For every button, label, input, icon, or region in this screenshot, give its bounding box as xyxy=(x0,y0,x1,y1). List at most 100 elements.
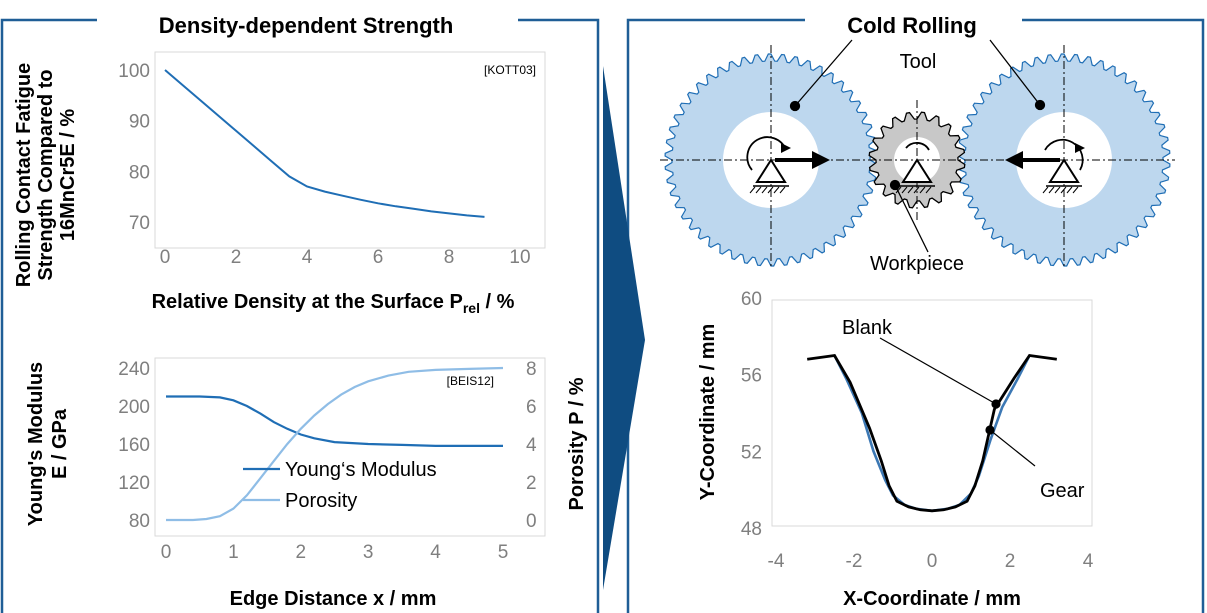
bearing-symbols xyxy=(749,158,1082,194)
bearing-hatch xyxy=(1072,186,1079,194)
rotation-arrow-workpiece xyxy=(905,141,930,151)
chart1-ylabel-line3: 16MnCr5E / % xyxy=(57,109,79,241)
chart2-ylabel-line1: Young's Modulus xyxy=(25,362,47,526)
chart2-ytick: 240 xyxy=(118,359,150,380)
chart1-xtick: 2 xyxy=(231,247,242,268)
chart3-plot-area xyxy=(771,299,1093,527)
chart2-xtick: 5 xyxy=(498,542,509,563)
bearing-hatch xyxy=(925,186,932,194)
chart1-ytick: 80 xyxy=(129,162,150,183)
chart1-xtick: 6 xyxy=(373,247,384,268)
chart3-xtick: 0 xyxy=(927,551,938,572)
chart3-label-blank: Blank xyxy=(842,317,893,339)
chart3-xtick: 2 xyxy=(1005,551,1016,572)
chart2-ytick: 80 xyxy=(129,511,150,532)
chart2-series-youngs-modulus xyxy=(166,395,503,447)
left-panel-frame: Density-dependent Strength xyxy=(0,13,600,613)
process-chevron-arrow xyxy=(603,66,645,590)
chart-fatigue-strength: [KOTT03] 0 2 4 6 8 10 70 80 90 100 Rolling Contac… xyxy=(13,51,546,316)
cold-rolling-schematic: Tool Workpiece xyxy=(660,39,1175,275)
bearing-hatch xyxy=(761,186,768,194)
chart2-xtick: 0 xyxy=(161,542,172,563)
chart2-series-porosity xyxy=(166,366,504,522)
chart2-ylabel-line2: E / GPa xyxy=(49,408,71,479)
bearing-hatch xyxy=(907,186,914,194)
feed-arrows xyxy=(775,151,1060,169)
bearing-hatch xyxy=(1060,186,1067,194)
chart1-ylabel: Rolling Contact Fatigue Strength Compare… xyxy=(13,63,79,287)
bearing-hatch xyxy=(1048,186,1055,194)
legend-label-porosity: Porosity xyxy=(285,490,357,512)
chart1-reference: [KOTT03] xyxy=(484,63,536,77)
chart3-xlabel: X-Coordinate / mm xyxy=(843,588,1021,610)
chart2-xlabel: Edge Distance x / mm xyxy=(230,588,437,610)
chart2-xtick: 4 xyxy=(430,542,441,563)
chart3-label-gear: Gear xyxy=(1040,480,1085,502)
chart1-ytick: 90 xyxy=(129,112,150,133)
chart2-xtick: 3 xyxy=(363,542,374,563)
bearing-hatch xyxy=(767,186,774,194)
chart3-xtick: -2 xyxy=(846,551,863,572)
chart2-ytick: 160 xyxy=(118,435,150,456)
chart1-xtick: 8 xyxy=(444,247,455,268)
bearing-hatch xyxy=(779,186,786,194)
rotation-arrows xyxy=(746,136,1085,171)
leader-lines xyxy=(789,39,1046,253)
bearing-triangle-icon xyxy=(901,158,933,183)
bearing-hatch xyxy=(895,186,902,194)
feed-arrow-right-icon xyxy=(812,151,830,169)
chart2-y2label: Porosity P / % xyxy=(566,377,588,510)
rotation-arrow-left xyxy=(746,136,787,171)
chart3-xtick: 4 xyxy=(1083,551,1094,572)
bearing-hatch xyxy=(1042,186,1049,194)
label-workpiece: Workpiece xyxy=(870,253,964,275)
bearing-triangle-icon xyxy=(755,158,787,183)
chart1-ylabel-line2: Strength Compared to xyxy=(35,69,57,280)
chart1-ylabel-line1: Rolling Contact Fatigue xyxy=(13,63,35,287)
chart2-xtick: 2 xyxy=(296,542,307,563)
chart1-xtick: 0 xyxy=(160,247,171,268)
chart2-y2tick: 0 xyxy=(526,511,537,532)
chart2-ylabel: Young's Modulus E / GPa xyxy=(25,362,71,526)
chart3-series-blank xyxy=(807,353,1057,513)
chart2-reference: [BEIS12] xyxy=(447,374,494,388)
chart2-xtick: 1 xyxy=(228,542,239,563)
chart3-xtick: -4 xyxy=(768,551,785,572)
chart3-ylabel: Y-Coordinate / mm xyxy=(697,324,719,501)
chart1-xlabel: Relative Density at the Surface Prel / % xyxy=(152,291,515,316)
chart2-y2tick: 6 xyxy=(526,397,537,418)
bearing-hatch xyxy=(1066,186,1073,194)
chart2-ytick: 120 xyxy=(118,473,150,494)
bearing-hatch xyxy=(755,186,762,194)
chart3-ytick: 48 xyxy=(741,519,762,540)
chart1-series-line xyxy=(164,69,485,218)
chart2-y2tick: 2 xyxy=(526,473,537,494)
chart1-xtick: 4 xyxy=(302,247,313,268)
chart1-ytick: 70 xyxy=(129,213,150,234)
chart1-plot-area xyxy=(154,51,546,249)
chart3-ytick: 52 xyxy=(741,442,762,463)
left-panel-title: Density-dependent Strength xyxy=(159,13,454,38)
chart1-xtick: 10 xyxy=(509,247,530,268)
rotation-arrow-right xyxy=(1044,138,1084,171)
chart-tooth-profile: -4 -2 0 2 4 48 52 56 60 Blank Gear Y-Coordinate … xyxy=(697,289,1094,610)
bearing-hatch xyxy=(901,186,908,194)
chart1-ytick: 100 xyxy=(118,61,150,82)
chart3-ytick: 56 xyxy=(741,366,762,387)
bearing-hatch xyxy=(773,186,780,194)
bearing-triangle-icon xyxy=(1048,158,1080,183)
chart2-y2tick: 4 xyxy=(526,435,537,456)
bearing-hatch xyxy=(749,186,756,194)
chart3-ytick: 60 xyxy=(741,289,762,310)
bearing-hatch xyxy=(1054,186,1061,194)
legend-label-youngs-modulus: Young‘s Modulus xyxy=(285,459,437,481)
chart2-y2tick: 8 xyxy=(526,359,537,380)
chart2-ytick: 200 xyxy=(118,397,150,418)
chart3-leaders xyxy=(879,337,1036,467)
right-panel-title: Cold Rolling xyxy=(847,13,977,38)
bearing-hatch xyxy=(919,186,926,194)
bearing-hatch xyxy=(913,186,920,194)
chart2-legend: Young‘s Modulus Porosity xyxy=(243,459,437,512)
feed-arrow-left-icon xyxy=(1005,151,1023,169)
